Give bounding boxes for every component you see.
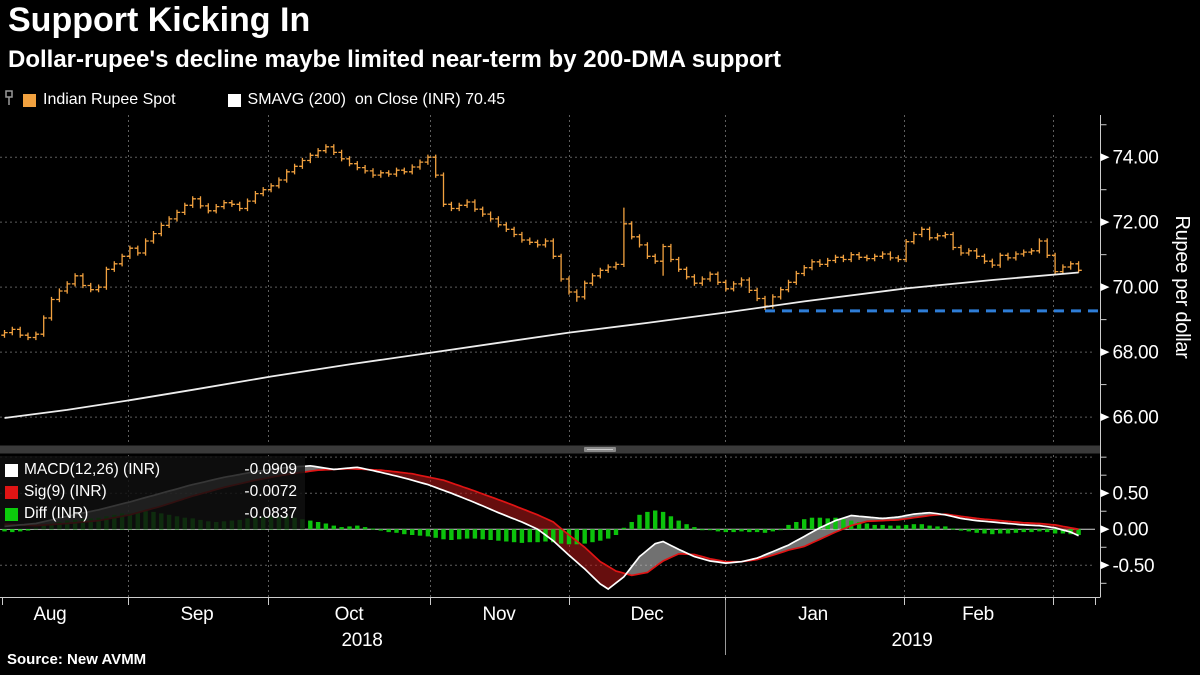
- legend-item-smavg[interactable]: SMAVG (200) on Close (INR) 70.45: [227, 91, 506, 109]
- x-axis-year-label: 2019: [891, 630, 932, 651]
- y-axis-tick-label: -0.50: [1113, 556, 1155, 577]
- macd-legend-row-macd[interactable]: MACD(12,26) (INR) -0.0909: [5, 459, 297, 481]
- legend-item-spot[interactable]: Indian Rupee Spot: [23, 91, 176, 109]
- macd-legend: MACD(12,26) (INR) -0.0909 Sig(9) (INR) -…: [0, 456, 305, 529]
- source-credit: Source: New AVMM: [7, 651, 147, 668]
- diff-series-swatch: [5, 507, 18, 521]
- x-axis-month-label: Nov: [483, 604, 517, 625]
- x-axis-month-label: Jan: [798, 604, 828, 625]
- x-axis-year-label: 2018: [341, 630, 382, 651]
- chart-type-icon: [5, 89, 17, 111]
- macd-series-swatch: [5, 463, 18, 477]
- macd-label: MACD(12,26) (INR): [24, 461, 161, 478]
- diff-value: -0.0837: [244, 505, 297, 522]
- y-axis-tick-label: 72.00: [1113, 213, 1159, 234]
- y-axis-tick-label: 66.00: [1113, 408, 1159, 429]
- smavg-series-swatch: [227, 93, 241, 107]
- y-axis-tick-label: 70.00: [1113, 278, 1159, 299]
- signal-series-swatch: [5, 485, 18, 499]
- legend-spot-label: Indian Rupee Spot: [43, 91, 176, 108]
- x-axis-month-label: Aug: [34, 604, 67, 625]
- x-axis: Aug Sep Oct Nov Dec Jan Feb 2018 2019: [0, 597, 1101, 655]
- page-title: Support Kicking In: [8, 1, 311, 39]
- x-axis-month-label: Dec: [631, 604, 664, 625]
- x-axis-month-label: Oct: [335, 604, 365, 625]
- x-axis-month-label: Feb: [962, 604, 994, 625]
- macd-value: -0.0909: [244, 461, 297, 478]
- y-axis-tick-label: 68.00: [1113, 343, 1159, 364]
- signal-label: Sig(9) (INR): [24, 483, 107, 500]
- legend-smavg-label: SMAVG (200) on Close (INR) 70.45: [247, 91, 506, 108]
- spot-series-swatch: [23, 93, 36, 107]
- page-subtitle: Dollar-rupee's decline maybe limited nea…: [8, 46, 782, 73]
- x-axis-month-label: Sep: [181, 604, 214, 625]
- y-axis: 66.00 68.00 70.00 72.00 74.00 0.50 0.00 -0.50 Ru…: [1100, 115, 1193, 597]
- macd-legend-row-signal[interactable]: Sig(9) (INR) -0.0072: [5, 481, 297, 503]
- diff-label: Diff (INR): [24, 505, 89, 522]
- y-axis-title: Rupee per dollar: [1171, 215, 1193, 359]
- signal-value: -0.0072: [244, 483, 297, 500]
- y-axis-tick-label: 0.50: [1113, 484, 1149, 505]
- ohlc-bars-indian-rupee-spot: [1, 144, 1082, 341]
- y-axis-tick-label: 74.00: [1113, 148, 1159, 169]
- macd-legend-row-diff[interactable]: Diff (INR) -0.0837: [5, 503, 297, 525]
- y-axis-tick-label: 0.00: [1113, 520, 1149, 541]
- pane-divider: [0, 445, 1101, 454]
- sma200-line: [4, 271, 1079, 419]
- price-legend: Indian Rupee Spot SMAVG (200) on Close (…: [5, 89, 505, 111]
